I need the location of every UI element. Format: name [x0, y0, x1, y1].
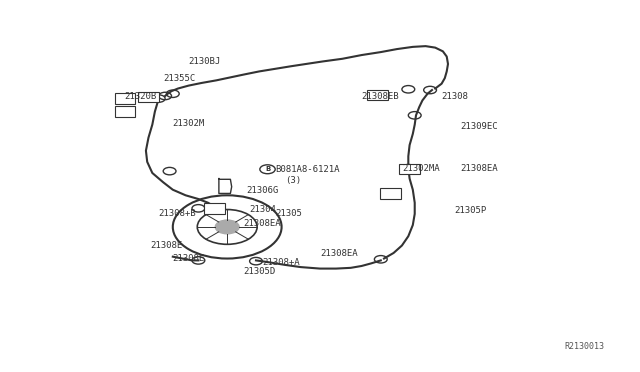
Text: 21308E: 21308E: [150, 241, 182, 250]
Text: 21308EA: 21308EA: [461, 164, 499, 173]
Text: 21308EB: 21308EB: [362, 92, 399, 101]
Text: 21308E: 21308E: [173, 254, 205, 263]
FancyBboxPatch shape: [115, 106, 135, 117]
Text: (3): (3): [285, 176, 301, 185]
Text: 21304: 21304: [250, 205, 276, 214]
Text: 21302M: 21302M: [173, 119, 205, 128]
Text: 21306G: 21306G: [246, 186, 278, 195]
Text: 21355C: 21355C: [163, 74, 195, 83]
Text: 21308+B: 21308+B: [159, 209, 196, 218]
Text: 21320B: 21320B: [125, 92, 157, 101]
FancyBboxPatch shape: [399, 164, 420, 174]
Text: 21308EA: 21308EA: [320, 249, 358, 258]
Text: 21305P: 21305P: [454, 206, 486, 215]
Text: 21308: 21308: [442, 92, 468, 101]
Text: 21305D: 21305D: [243, 267, 275, 276]
Text: B081A8-6121A: B081A8-6121A: [275, 165, 340, 174]
Text: B: B: [265, 166, 270, 172]
Text: 21309EC: 21309EC: [461, 122, 499, 131]
Text: 2130BJ: 2130BJ: [189, 57, 221, 66]
Text: 21308+A: 21308+A: [262, 258, 300, 267]
FancyBboxPatch shape: [204, 203, 225, 214]
Circle shape: [215, 220, 239, 234]
FancyBboxPatch shape: [115, 93, 135, 104]
Text: R2130013: R2130013: [564, 342, 605, 351]
FancyBboxPatch shape: [380, 188, 401, 199]
FancyBboxPatch shape: [367, 90, 388, 100]
FancyBboxPatch shape: [138, 92, 159, 102]
Text: 21308EA: 21308EA: [243, 219, 281, 228]
Text: 21302MA: 21302MA: [402, 164, 440, 173]
Text: 21305: 21305: [275, 209, 302, 218]
